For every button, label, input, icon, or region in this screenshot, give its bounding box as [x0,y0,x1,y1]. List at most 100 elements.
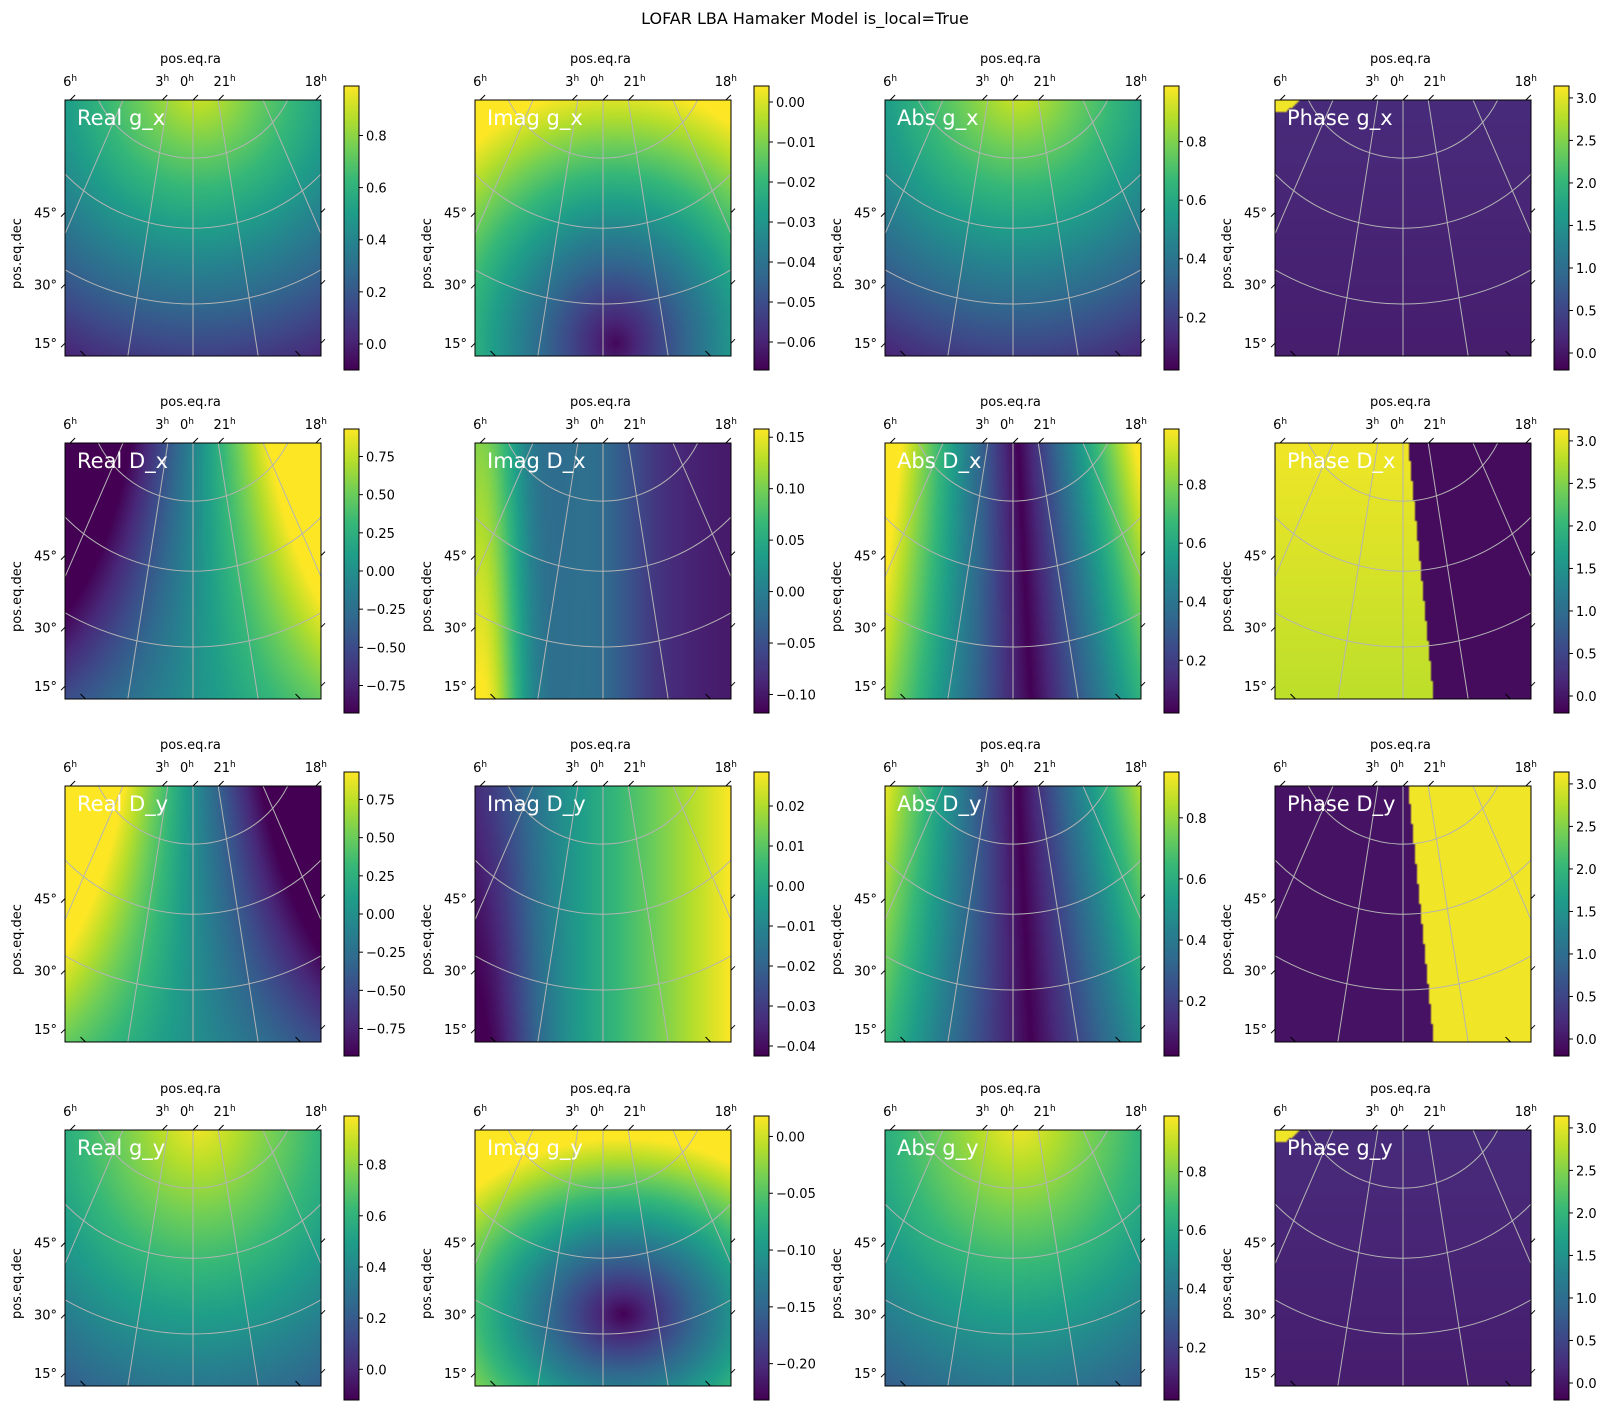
ra-tick-unit: h [230,760,236,770]
dec-tick-label: 45° [444,207,467,222]
ra-grid-line [537,443,579,699]
ra-tick-label: 3h [975,74,989,90]
ra-tick-label: 0h [590,1104,604,1120]
ra-tick-mark [602,780,609,787]
ra-tick-label: 18h [305,760,327,776]
ra-tick-mark [1012,437,1019,444]
colorbar-tick-label: 0.01 [776,840,805,855]
panel-label: Phase D_y [1287,792,1395,817]
ra-grid-line [65,100,124,235]
ra-grid-line [475,443,534,578]
dec-tick-label: 15° [854,680,877,695]
dec-tick-label: 45° [444,550,467,565]
dec-tick-label: 45° [854,893,877,908]
ra-tick-mark [1038,780,1044,787]
panel-label: Real g_x [77,106,165,131]
ra-grid-line [262,786,321,921]
ra-tick-label: 6h [473,760,487,776]
ra-tick-unit: h [891,760,897,770]
ra-grid-line [672,100,731,235]
ra-tick-unit: h [1374,74,1380,84]
ra-grid-line [1337,100,1379,356]
ra-tick-unit: h [1398,760,1404,770]
ra-tick-unit: h [321,1104,327,1114]
ra-grid-line [1275,1130,1334,1265]
ra-tick-unit: h [188,760,194,770]
ra-tick-unit: h [1050,417,1056,427]
ra-tick-hours: 3 [155,418,163,433]
colorbar-tick-label: −0.05 [776,296,816,311]
ra-grid-line [627,100,669,356]
colorbar-tick-label: 0.0 [1576,1033,1597,1048]
ra-tick-unit: h [1141,1104,1147,1114]
ra-tick-label: 18h [1515,74,1537,90]
ra-tick-unit: h [1374,417,1380,427]
coordinate-grid [1275,100,1531,356]
ra-tick-hours: 21 [623,418,640,433]
ra-tick-mark [192,780,199,787]
dec-tick-label: 15° [444,1367,467,1382]
ra-tick-mark [571,437,578,444]
ra-tick-hours: 0 [590,418,598,433]
ra-tick-mark [1012,94,1019,101]
colorbar-tick-label: 0.0 [1576,690,1597,705]
ra-grid-line [1337,1130,1379,1386]
panel-label: Imag g_y [487,1136,583,1161]
y-axis-label: pos.eq.dec [1220,1248,1235,1319]
ra-tick-label: 3h [975,417,989,433]
ra-tick-hours: 21 [623,1105,640,1120]
colorbar-tick-label: 0.8 [1186,136,1207,151]
colorbar [1164,429,1179,713]
ra-grid-line [1427,443,1469,699]
ra-tick-unit: h [71,1104,77,1114]
ra-tick-mark [628,94,634,101]
ra-tick-hours: 6 [1273,1105,1281,1120]
ra-tick-label: 6h [63,417,77,433]
dec-tick-label: 45° [854,550,877,565]
colorbar-tick-label: 2.5 [1576,1164,1597,1179]
ra-tick-label: 0h [1390,417,1404,433]
colorbar-tick-label: 0.4 [1186,253,1207,268]
ra-tick-label: 6h [1273,760,1287,776]
ra-tick-unit: h [1050,760,1056,770]
x-axis-label: pos.eq.ra [980,52,1041,67]
ra-tick-label: 3h [565,417,579,433]
colorbar-tick-label: 0.75 [366,450,395,465]
colorbar-tick-label: 0.00 [776,880,805,895]
ra-tick-hours: 18 [1515,75,1532,90]
ra-grid-line [65,786,124,921]
dec-tick-label: 45° [854,207,877,222]
ra-tick-hours: 18 [715,1105,732,1120]
colorbar-tick-label: 1.5 [1576,219,1597,234]
ra-tick-mark [1371,780,1378,787]
dec-tick-label: 30° [34,621,57,636]
dec-tick-label: 15° [34,1367,57,1382]
ra-grid-line [627,443,669,699]
ra-tick-mark [315,437,322,444]
ra-grid-line [885,786,944,921]
ra-tick-mark [1402,437,1409,444]
dec-tick-label: 30° [854,621,877,636]
ra-tick-hours: 18 [1125,75,1142,90]
ra-grid-line [672,443,731,578]
colorbar-frame [1553,85,1570,371]
x-axis-label: pos.eq.ra [160,738,221,753]
ra-tick-mark [1402,1124,1409,1131]
colorbar-tick-label: −0.50 [366,984,406,999]
ra-tick-unit: h [1141,74,1147,84]
panel-label: Imag D_y [487,792,586,817]
ra-tick-mark [479,437,486,444]
x-axis-label: pos.eq.ra [980,395,1041,410]
x-axis-label: pos.eq.ra [980,738,1041,753]
colorbar-tick-label: 0.4 [366,1261,387,1276]
colorbar-tick-label: −0.05 [776,1187,816,1202]
colorbar-tick-label: 0.8 [1186,1166,1207,1181]
ra-tick-label: 18h [1125,417,1147,433]
y-axis-label: pos.eq.dec [1220,561,1235,632]
ra-grid-line [1037,100,1079,356]
ra-tick-mark [571,94,578,101]
